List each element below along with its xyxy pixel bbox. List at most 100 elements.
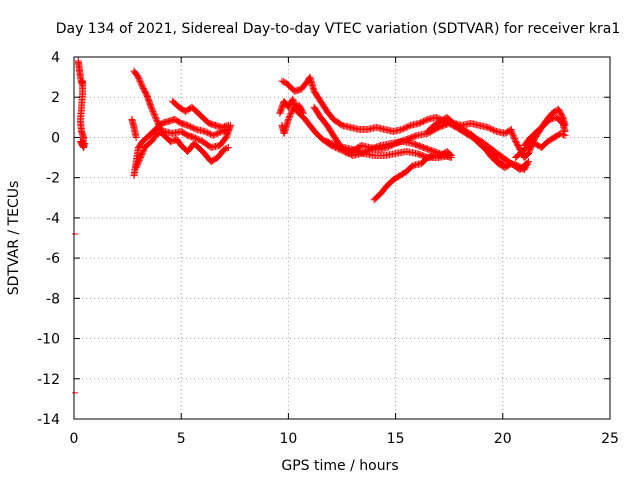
x-tick-label: 20 xyxy=(494,431,512,447)
data-point xyxy=(133,162,141,170)
data-point xyxy=(287,110,295,118)
data-point xyxy=(186,123,194,131)
data-point xyxy=(224,121,232,129)
data-point xyxy=(399,125,407,133)
data-point xyxy=(151,112,159,120)
data-point xyxy=(330,141,338,149)
data-point xyxy=(278,77,286,85)
data-point xyxy=(189,124,197,132)
data-point xyxy=(136,77,144,85)
data-point xyxy=(224,144,232,151)
y-tick-label: -10 xyxy=(37,332,60,348)
data-point xyxy=(150,110,158,118)
y-tick-label: -8 xyxy=(46,291,60,307)
data-point xyxy=(223,144,231,152)
data-point xyxy=(137,80,145,88)
data-point xyxy=(148,105,156,113)
data-point xyxy=(329,140,337,148)
data-point xyxy=(484,123,492,131)
data-point xyxy=(279,78,287,86)
data-point xyxy=(560,131,568,139)
data-point xyxy=(153,116,161,124)
y-tick-label: 2 xyxy=(51,90,60,106)
data-point xyxy=(375,142,383,150)
data-point xyxy=(487,125,495,133)
data-point xyxy=(404,123,412,131)
data-point xyxy=(201,127,209,135)
data-point xyxy=(524,159,532,167)
data-point xyxy=(510,133,518,141)
data-point xyxy=(286,112,294,120)
data-point xyxy=(140,146,148,154)
data-point xyxy=(214,129,222,137)
data-point xyxy=(191,134,199,142)
data-point xyxy=(286,111,294,119)
data-point xyxy=(558,130,566,138)
data-point xyxy=(557,129,565,137)
data-point xyxy=(136,155,144,163)
data-point xyxy=(422,116,430,124)
data-point xyxy=(137,152,145,160)
data-point xyxy=(222,145,230,153)
grid-lines xyxy=(74,57,610,419)
x-tick-label: 0 xyxy=(70,431,79,447)
data-point xyxy=(405,122,413,130)
data-point xyxy=(299,108,307,116)
data-point xyxy=(324,138,332,146)
data-point xyxy=(190,133,198,141)
data-point xyxy=(191,125,199,133)
data-point xyxy=(509,132,517,140)
data-point xyxy=(196,136,204,144)
data-point xyxy=(134,73,142,81)
data-point xyxy=(326,139,334,147)
data-point xyxy=(151,113,159,121)
data-point xyxy=(284,115,292,123)
data-point xyxy=(509,130,517,138)
data-point xyxy=(137,79,145,87)
data-point xyxy=(488,125,496,133)
y-tick-label: -6 xyxy=(46,251,60,267)
data-point xyxy=(184,121,192,129)
data-point xyxy=(415,119,423,127)
data-point xyxy=(211,131,219,139)
data-point xyxy=(490,126,498,134)
data-point xyxy=(418,118,426,126)
x-tick-label: 25 xyxy=(601,431,619,447)
data-point xyxy=(212,130,220,138)
data-point xyxy=(401,124,409,132)
data-point xyxy=(422,153,430,161)
data-point xyxy=(209,131,217,139)
data-point xyxy=(204,129,212,137)
data-point xyxy=(139,148,147,156)
data-point xyxy=(327,139,335,147)
data-point xyxy=(419,117,427,125)
data-point xyxy=(134,159,142,167)
data-point xyxy=(508,129,516,137)
data-point xyxy=(135,158,143,166)
y-tick-label: 4 xyxy=(51,50,60,66)
data-point xyxy=(132,133,140,141)
data-point xyxy=(81,139,89,147)
data-point xyxy=(412,132,420,140)
data-point xyxy=(525,158,533,166)
data-point xyxy=(402,123,410,131)
data-point xyxy=(136,76,144,84)
data-point xyxy=(398,125,406,133)
data-point xyxy=(417,119,425,127)
data-point xyxy=(202,128,210,136)
data-point xyxy=(215,129,223,137)
axis-ticks: 0 5 10 15 20 25 -14 -12 -10 -8 -6 -4 -2 0 2 4 xyxy=(37,50,619,447)
data-point xyxy=(491,127,499,135)
data-point xyxy=(285,114,293,122)
data-point xyxy=(287,108,295,116)
chart-title: Day 134 of 2021, Sidereal Day-to-day VTE… xyxy=(56,21,621,37)
data-points xyxy=(72,57,569,394)
data-point xyxy=(136,154,144,162)
data-point xyxy=(299,109,307,117)
data-point xyxy=(133,161,141,169)
data-point xyxy=(421,117,429,125)
data-point xyxy=(185,122,193,130)
data-point xyxy=(147,103,155,111)
